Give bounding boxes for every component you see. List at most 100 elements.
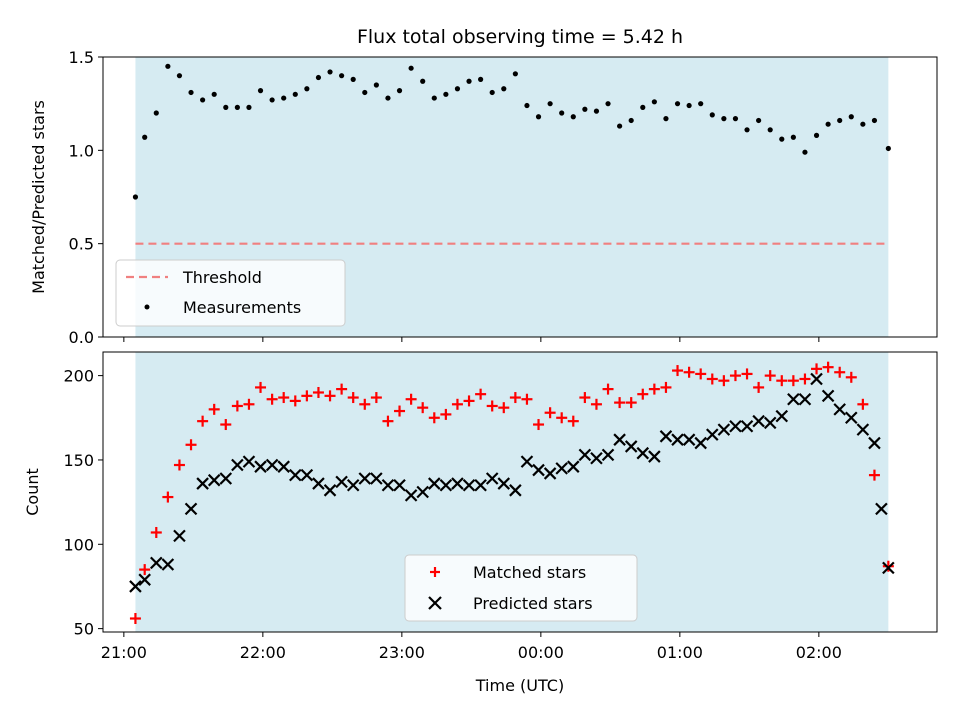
matched-star-point-46 xyxy=(660,381,672,393)
measurement-point-34 xyxy=(524,102,530,109)
matched-star-point-57 xyxy=(787,375,799,387)
predicted-star-point-41 xyxy=(601,448,615,462)
predicted-star-point-26 xyxy=(428,477,441,490)
matched-star-point-14 xyxy=(289,395,301,407)
measurement-point-22 xyxy=(385,95,391,101)
matched-star-point-40 xyxy=(590,398,602,410)
measurement-point-21 xyxy=(373,82,379,88)
y-bottom-tick-label-1: 100 xyxy=(63,535,94,554)
predicted-star-point-13 xyxy=(277,460,290,473)
measurement-point-62 xyxy=(848,114,854,120)
measurement-point-65 xyxy=(885,145,891,152)
matched-star-point-56 xyxy=(776,375,788,387)
predicted-star-point-10 xyxy=(242,455,256,468)
measurement-point-42 xyxy=(617,123,623,129)
matched-star-point-51 xyxy=(718,375,730,387)
measurement-point-11 xyxy=(257,88,264,94)
predicted-star-point-46 xyxy=(659,430,673,443)
matched-star-point-35 xyxy=(533,419,545,431)
y-axis-label-top: Matched/Predicted stars xyxy=(29,100,48,294)
measurement-point-28 xyxy=(454,86,461,92)
measurement-point-61 xyxy=(837,117,843,124)
measurement-point-16 xyxy=(315,74,322,81)
matched-star-point-49 xyxy=(695,368,707,380)
matched-star-point-23 xyxy=(394,405,406,417)
matched-star-point-12 xyxy=(266,393,278,405)
measurement-point-35 xyxy=(535,114,542,120)
measurement-point-30 xyxy=(478,76,484,82)
measurement-point-47 xyxy=(674,101,681,107)
predicted-star-point-16 xyxy=(312,477,325,490)
y-bottom-tick-label-3: 200 xyxy=(63,367,94,386)
predicted-star-point-14 xyxy=(289,468,302,482)
measurement-point-45 xyxy=(651,99,657,105)
matched-star-point-18 xyxy=(336,383,348,395)
matched-star-point-52 xyxy=(729,370,741,382)
measurement-point-44 xyxy=(640,104,646,110)
predicted-star-point-55 xyxy=(763,416,777,430)
measurement-point-17 xyxy=(327,69,333,75)
axes-frame-bottom xyxy=(102,351,938,633)
measurement-point-1 xyxy=(142,134,148,140)
matched-star-point-55 xyxy=(764,370,776,382)
matched-star-point-11 xyxy=(255,381,267,393)
y-ticks-bottom: 50 100 150 200 xyxy=(63,367,103,639)
measurement-point-18 xyxy=(339,73,345,79)
predicted-star-point-1 xyxy=(138,573,151,586)
matched-star-point-2 xyxy=(150,526,162,538)
x-axis-label: Time (UTC) xyxy=(475,676,564,695)
matched-star-point-33 xyxy=(509,392,521,404)
measurement-point-7 xyxy=(211,91,217,97)
matched-star-point-24 xyxy=(405,393,417,405)
matched-star-point-43 xyxy=(625,397,637,409)
measurement-point-3 xyxy=(165,63,171,69)
measurement-point-29 xyxy=(466,78,472,84)
matched-star-point-58 xyxy=(799,373,811,385)
predicted-star-point-3 xyxy=(161,558,175,571)
matched-star-point-42 xyxy=(614,397,626,409)
measurement-point-31 xyxy=(489,89,495,96)
matched-star-point-5 xyxy=(185,439,197,451)
predicted-star-point-56 xyxy=(775,409,789,423)
measurement-point-64 xyxy=(871,117,878,124)
legend-top: Threshold Measurements xyxy=(115,259,346,327)
measurement-point-53 xyxy=(744,127,750,133)
chart-title: Flux total observing time = 5.42 h xyxy=(357,26,683,48)
legend-label-threshold: Threshold xyxy=(182,268,262,287)
y-top-tick-label-2: 1.0 xyxy=(69,141,94,160)
measurement-point-23 xyxy=(396,88,403,94)
measurement-point-60 xyxy=(825,121,831,127)
y-axis-label-bottom: Count xyxy=(23,468,42,516)
predicted-star-point-19 xyxy=(346,478,360,492)
predicted-star-point-47 xyxy=(671,433,684,446)
predicted-star-point-23 xyxy=(393,478,406,492)
matched-star-point-8 xyxy=(220,419,232,431)
predicted-star-point-64 xyxy=(868,436,881,450)
measurement-point-49 xyxy=(698,101,704,107)
predicted-star-point-36 xyxy=(543,467,557,480)
predicted-star-point-15 xyxy=(300,468,314,482)
measurement-point-8 xyxy=(223,104,229,110)
measurement-point-27 xyxy=(443,91,449,97)
measurement-point-46 xyxy=(663,116,669,122)
measurement-point-56 xyxy=(779,136,785,142)
x-tick-label-0: 21:00 xyxy=(101,643,147,662)
measurement-point-33 xyxy=(512,71,518,77)
measurement-point-36 xyxy=(547,101,553,107)
matched-star-point-20 xyxy=(359,398,371,410)
predicted-star-point-35 xyxy=(532,463,545,477)
measurement-point-13 xyxy=(281,95,287,101)
measurement-point-43 xyxy=(628,117,634,124)
matched-star-point-41 xyxy=(602,383,614,395)
measurement-point-37 xyxy=(559,110,565,116)
measurement-point-14 xyxy=(292,91,298,97)
matched-star-point-21 xyxy=(370,392,382,404)
measurement-point-20 xyxy=(362,89,368,96)
predicted-star-point-48 xyxy=(682,433,696,446)
measurement-point-48 xyxy=(686,102,692,109)
x-tick-label-2: 23:00 xyxy=(379,643,425,662)
legend-label-measurements: Measurements xyxy=(183,298,301,317)
predicted-star-point-30 xyxy=(474,478,487,492)
matched-star-point-26 xyxy=(428,412,440,424)
matched-star-point-15 xyxy=(301,390,313,402)
